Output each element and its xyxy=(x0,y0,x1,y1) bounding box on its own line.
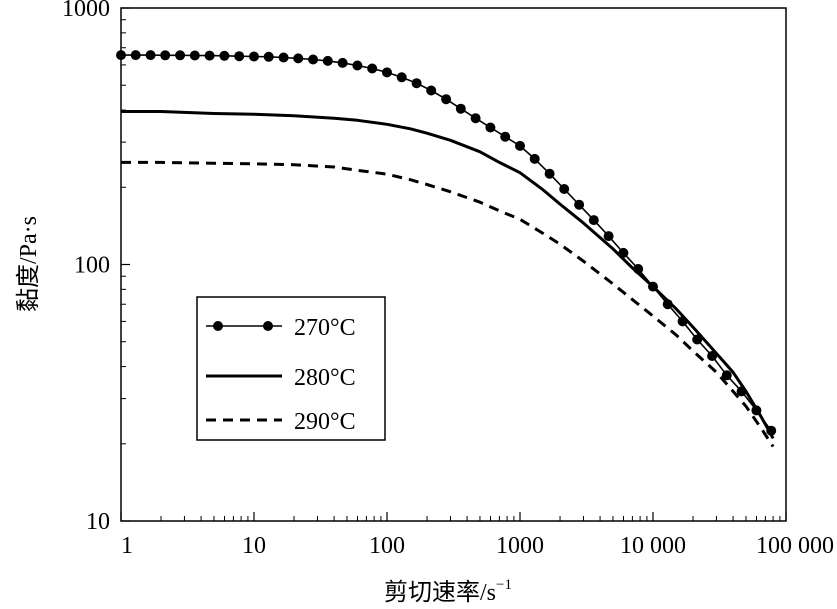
chart-series xyxy=(116,50,777,448)
data-point xyxy=(337,57,348,68)
data-point xyxy=(189,50,200,61)
legend-label-0: 270°C xyxy=(294,315,356,341)
legend: 270°C 280°C 290°C xyxy=(196,296,386,441)
data-point xyxy=(116,50,126,61)
data-point xyxy=(721,370,732,381)
data-point xyxy=(603,231,614,242)
data-point xyxy=(204,50,215,61)
y-axis-label: 黏度/Pa·s xyxy=(15,216,42,312)
data-point xyxy=(278,52,289,63)
tick-labels: 1 10 100 1000 10 000 100 000 10 100 1000 xyxy=(62,0,834,559)
data-point xyxy=(426,85,437,96)
legend-items: 270°C 280°C 290°C xyxy=(206,315,356,435)
data-point xyxy=(515,140,525,151)
x-tick-label: 100 000 xyxy=(756,533,834,559)
data-point xyxy=(263,51,274,62)
legend-marker xyxy=(263,321,273,331)
legend-label-1: 280°C xyxy=(294,365,356,391)
legend-label-2: 290°C xyxy=(294,409,356,435)
series-line-1 xyxy=(121,110,775,440)
data-point xyxy=(529,153,540,164)
data-point xyxy=(411,78,422,89)
data-point xyxy=(396,72,407,83)
x-tick-label: 1 xyxy=(121,533,133,559)
data-point xyxy=(352,60,363,71)
data-point xyxy=(367,63,378,74)
data-point xyxy=(145,50,156,61)
data-point xyxy=(574,199,585,210)
data-point xyxy=(441,94,452,105)
data-point xyxy=(485,122,496,133)
data-point xyxy=(559,184,570,194)
x-axis-label-exponent: −1 xyxy=(496,577,512,593)
data-point xyxy=(160,50,171,61)
legend-marker xyxy=(213,321,223,331)
x-axis-label-text: 剪切速率/s xyxy=(384,579,496,606)
data-point xyxy=(470,113,481,124)
plot-frame xyxy=(120,7,787,522)
data-point xyxy=(219,50,230,61)
y-tick-label: 1000 xyxy=(62,0,110,22)
x-tick-label: 10 xyxy=(242,533,266,559)
legend-box xyxy=(196,296,386,441)
x-tick-label: 1000 xyxy=(496,533,544,559)
data-point xyxy=(249,51,259,62)
data-point xyxy=(234,51,245,62)
data-point xyxy=(130,50,141,61)
y-tick-label: 10 xyxy=(86,509,110,535)
series-line-2 xyxy=(121,160,775,448)
x-tick-label: 10 000 xyxy=(620,533,686,559)
data-point xyxy=(308,54,319,65)
data-point xyxy=(692,334,703,345)
data-point xyxy=(588,215,599,226)
x-axis-label: 剪切速率/s−1 xyxy=(384,577,512,606)
axis-ticks xyxy=(120,7,787,522)
data-point xyxy=(500,131,511,142)
data-point xyxy=(322,55,333,66)
data-point xyxy=(175,50,186,61)
y-tick-label: 100 xyxy=(74,253,110,279)
data-point xyxy=(293,53,304,64)
data-point xyxy=(455,103,466,114)
data-point xyxy=(382,67,392,78)
x-tick-label: 100 xyxy=(369,533,405,559)
data-point xyxy=(544,168,555,179)
